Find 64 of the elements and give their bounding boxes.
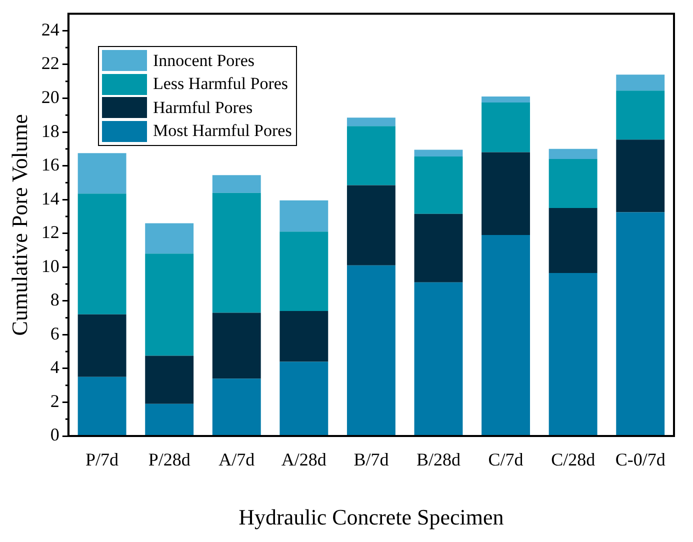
y-tick-label: 22 [41,53,60,74]
x-tick-label: B/28d [416,450,460,470]
x-tick-label: B/7d [354,450,389,470]
y-tick-label: 10 [41,256,60,276]
legend-label: Harmful Pores [153,98,253,118]
bar [346,265,396,436]
bar [78,153,126,194]
bar [145,254,194,356]
bar [414,156,463,214]
bar [212,312,261,379]
y-tick-label: 20 [41,86,60,107]
bar [616,90,665,140]
bar [280,200,328,232]
bar [346,126,396,186]
bar [212,192,261,313]
bar [145,223,194,254]
bar [482,152,530,236]
y-tick-label: 0 [50,424,60,445]
bar [616,140,665,212]
bar [212,378,261,436]
x-tick-label: C-0/7d [615,450,666,470]
bar [346,118,396,126]
y-axis-title: Cumulative Pore Volume [6,114,32,336]
bar [145,404,194,436]
bar [280,311,328,362]
bar [78,376,126,436]
x-tick-label: C/28d [551,450,596,470]
x-tick-label: A/28d [281,450,326,470]
y-tick-label: 6 [50,323,60,344]
x-tick-label: P/28d [148,450,190,470]
bar [482,96,530,102]
bar [280,362,328,436]
legend-label: Less Harmful Pores [153,74,288,94]
x-tick-label: P/7d [86,450,119,470]
legend-label: Most Harmful Pores [153,121,292,142]
bar [346,185,396,266]
x-tick-label: A/7d [218,450,255,470]
bar [414,214,463,282]
bar [145,356,194,404]
y-tick-label: 12 [41,222,60,242]
y-tick-label: 2 [50,390,60,411]
bar [414,282,463,436]
bar [482,235,530,436]
legend-label: Innocent Pores [153,50,255,71]
bar [78,194,126,314]
y-tick-label: 16 [41,154,60,175]
bar [78,314,126,377]
y-tick-label: 24 [41,19,60,40]
bar [616,74,665,91]
bar [212,175,261,193]
bar [548,159,598,208]
bar [548,148,598,160]
y-tick-label: 14 [41,188,60,208]
bar [548,273,598,436]
y-tick-label: 18 [41,120,60,141]
x-tick-label: C/7d [488,450,524,470]
y-tick-label: 8 [50,290,60,310]
bar [482,102,530,152]
bar [414,150,463,157]
y-tick-label: 4 [50,357,60,378]
x-axis-title: Hydraulic Concrete Specimen [238,504,504,530]
bar [548,208,598,274]
bar [616,212,665,436]
bar [280,232,328,312]
